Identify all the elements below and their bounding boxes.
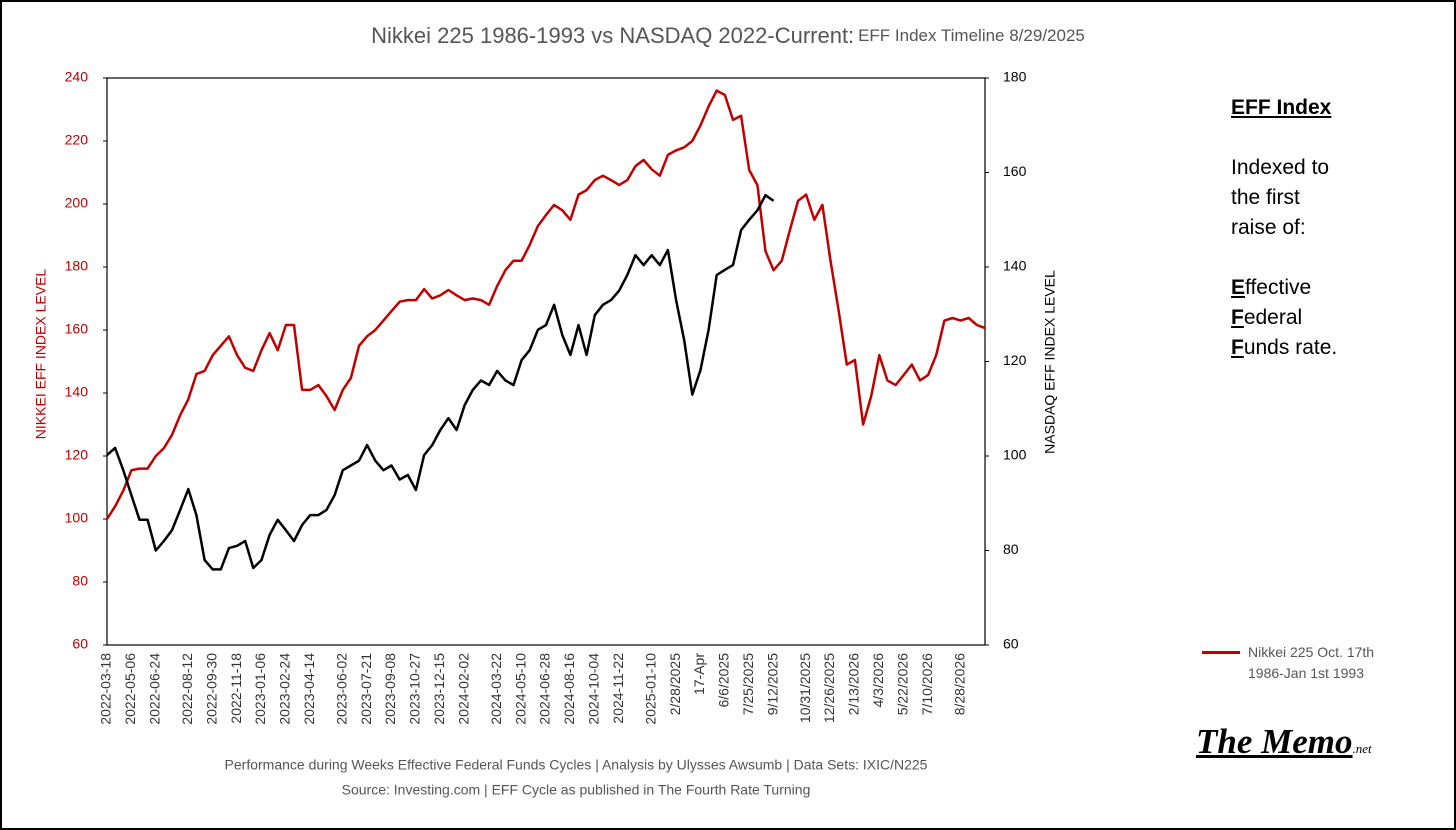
- x-tick-label: 4/3/2026: [870, 653, 886, 708]
- x-tick-label: 2024-11-22: [610, 653, 626, 724]
- y-axis-label: NIKKEI EFF INDEX LEVEL: [33, 269, 49, 440]
- y-tick-label: 180: [65, 258, 89, 274]
- x-tick-label: 2023-06-02: [333, 653, 349, 725]
- note-term: Effective: [1231, 276, 1312, 299]
- chart-title: Nikkei 225 1986-1993 vs NASDAQ 2022-Curr…: [371, 23, 1085, 48]
- x-tick-label: 2024-02-02: [455, 653, 471, 725]
- legend: Nikkei 225 Oct. 17th 1986-Jan 1st 1993: [1202, 642, 1408, 684]
- x-tick-label: 2022-06-24: [146, 653, 162, 725]
- note-term: Funds rate.: [1231, 336, 1338, 359]
- x-tick-label: 5/22/2026: [894, 653, 910, 715]
- x-tick-label: 2023-12-15: [431, 653, 447, 725]
- x-tick-label: 2023-02-24: [277, 653, 293, 725]
- x-tick-label: 9/12/2025: [764, 653, 780, 715]
- x-tick-label: 2025-01-10: [642, 653, 658, 725]
- x-tick-label: 10/31/2025: [797, 653, 813, 723]
- x-tick-label: 7/10/2026: [919, 653, 935, 715]
- y-tick-label: 80: [72, 573, 88, 589]
- x-tick-label: 6/6/2025: [716, 653, 732, 708]
- footnote: Performance during Weeks Effective Feder…: [225, 757, 928, 773]
- x-tick-label: 7/25/2025: [740, 653, 756, 715]
- x-tick-label: 2/28/2025: [667, 653, 683, 715]
- x-tick-label: 2024-10-04: [585, 653, 601, 725]
- y-tick-label: 120: [65, 447, 89, 463]
- x-tick-label: 2022-08-12: [179, 653, 195, 725]
- note-term: Federal: [1231, 306, 1303, 329]
- y2-tick-label: 60: [1003, 636, 1019, 652]
- y-tick-label: 100: [65, 510, 89, 526]
- title: Nikkei 225 1986-1993 vs NASDAQ 2022-Curr…: [371, 23, 854, 48]
- y-tick-label: 60: [72, 636, 88, 652]
- x-tick-label: 2024-08-16: [561, 653, 577, 725]
- x-tick-label: 2023-09-08: [382, 653, 398, 725]
- side-note: EFF Index Indexed to the first raise of:…: [1231, 93, 1337, 363]
- x-tick-label: 2022-03-18: [98, 653, 114, 725]
- logo-name: The Memo: [1196, 722, 1353, 761]
- y-tick-label: 200: [65, 195, 89, 211]
- x-tick-label: 2022-11-18: [228, 653, 244, 724]
- x-tick-label: 12/26/2025: [821, 653, 837, 723]
- legend-swatch: [1202, 651, 1240, 654]
- y2-tick-label: 140: [1003, 258, 1027, 274]
- x-tick-label: 8/28/2026: [951, 653, 967, 715]
- y2-tick-label: 80: [1003, 541, 1019, 557]
- y-tick-label: 160: [65, 321, 89, 337]
- y2-tick-label: 160: [1003, 163, 1027, 179]
- y2-tick-label: 120: [1003, 352, 1027, 368]
- x-tick-label: 2022-09-30: [203, 653, 219, 725]
- x-tick-label: 2023-01-06: [252, 653, 268, 725]
- note-line: Indexed to: [1231, 156, 1330, 179]
- y-tick-label: 220: [65, 132, 89, 148]
- logo: The Memo.net: [1196, 722, 1372, 762]
- series-line: [105, 89, 986, 520]
- x-tick-label: 2024-06-28: [537, 653, 553, 725]
- y-tick-label: 140: [65, 384, 89, 400]
- x-tick-label: 2023-10-27: [407, 653, 423, 725]
- x-tick-label: 2024-03-22: [488, 653, 504, 725]
- logo-suffix: .net: [1352, 741, 1372, 756]
- footnote: Source: Investing.com | EFF Cycle as pub…: [342, 782, 811, 798]
- x-tick-label: 2022-05-06: [122, 653, 138, 725]
- legend-label: Nikkei 225 Oct. 17th 1986-Jan 1st 1993: [1248, 644, 1375, 681]
- note-line: raise of:: [1231, 216, 1306, 239]
- y2-tick-label: 100: [1003, 447, 1027, 463]
- series-line: [106, 193, 775, 571]
- subtitle: EFF Index Timeline 8/29/2025: [858, 26, 1085, 45]
- x-tick-label: 2023-07-21: [358, 653, 374, 725]
- y-tick-label: 240: [65, 69, 89, 85]
- x-tick-label: 2024-05-10: [512, 653, 528, 725]
- y2-tick-label: 180: [1003, 69, 1027, 85]
- note-heading: EFF Index: [1231, 96, 1332, 119]
- y2-axis-label: NASDAQ EFF INDEX LEVEL: [1042, 270, 1058, 454]
- x-tick-label: 17-Apr: [691, 653, 707, 695]
- note-line: the first: [1231, 186, 1300, 209]
- x-tick-label: 2023-04-14: [301, 653, 317, 725]
- x-tick-label: 2/13/2026: [846, 653, 862, 715]
